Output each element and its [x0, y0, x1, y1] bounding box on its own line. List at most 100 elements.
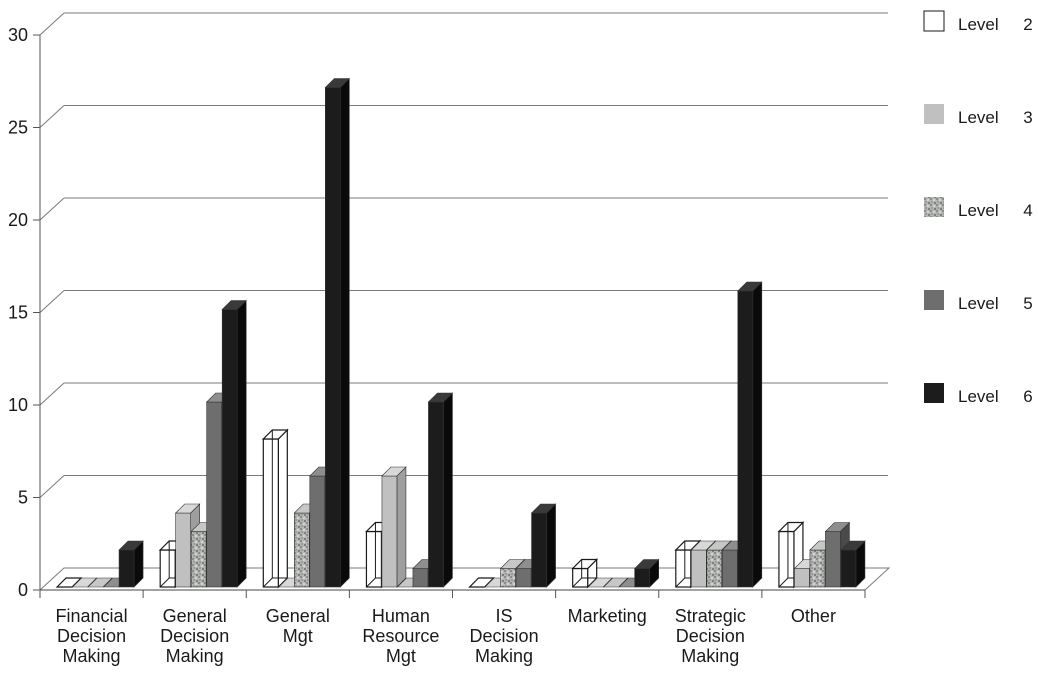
- x-tick-label: General Mgt: [266, 606, 330, 646]
- legend-label-level: 5: [1023, 294, 1032, 313]
- x-tick-label: Marketing: [568, 606, 647, 626]
- y-tick-label: 30: [8, 25, 28, 45]
- gridline-diag: [39, 290, 65, 313]
- bar-side: [277, 428, 288, 589]
- gridline-diag: [39, 382, 65, 406]
- bar-front: [221, 309, 238, 588]
- legend-item: Level 5: [924, 290, 1033, 313]
- bar-front: [675, 549, 692, 588]
- bar-front: [825, 531, 841, 588]
- bar-top: [381, 466, 407, 477]
- bar-side: [236, 299, 247, 588]
- bar-top: [71, 577, 98, 588]
- gridline-diag: [39, 105, 65, 128]
- legend-label: Level: [958, 201, 999, 220]
- bar-top: [55, 577, 83, 588]
- y-tick-label: 15: [8, 303, 28, 323]
- bar-front: [840, 549, 857, 588]
- gridline-diag: [39, 475, 65, 498]
- bar-top: [571, 558, 599, 570]
- legend-label: Level: [958, 108, 999, 127]
- y-tick-label: 10: [8, 395, 28, 415]
- bar-front: [428, 401, 444, 588]
- bar-front: [365, 530, 383, 588]
- bar-front: [262, 438, 279, 588]
- bar-front: [691, 549, 707, 588]
- bar-top: [777, 521, 805, 533]
- bar-front: [206, 401, 222, 588]
- bar-front: [118, 549, 135, 588]
- bar-top: [633, 559, 660, 569]
- bar: [87, 577, 113, 588]
- x-tick-label: Strategic Decision Making: [675, 606, 746, 666]
- bar: [118, 540, 144, 588]
- bar-front: [809, 549, 826, 588]
- bar-side: [752, 281, 763, 588]
- y-tick-label: 5: [18, 488, 28, 508]
- legend-swatch: [924, 197, 944, 217]
- bar-top: [324, 78, 351, 88]
- bar: [633, 558, 660, 588]
- bar: [571, 558, 599, 589]
- bar-top: [737, 281, 763, 292]
- bar: [840, 540, 866, 588]
- bar: [221, 299, 247, 588]
- gridline-diag: [39, 197, 65, 221]
- legend: Level 2 Level 3 Level 4 Level 5 Level 6: [923, 10, 1033, 406]
- bar-front: [634, 568, 650, 588]
- bar: [261, 428, 289, 589]
- bar-top: [174, 503, 201, 514]
- legend-label: Level: [958, 15, 999, 34]
- bar: [324, 77, 351, 588]
- bar-top: [674, 540, 702, 551]
- legend-label: Level: [958, 387, 999, 406]
- legend-item: Level 2: [923, 10, 1033, 34]
- legend-item: Level 4: [924, 197, 1033, 220]
- bar-front: [778, 530, 795, 588]
- bar-top: [706, 540, 732, 551]
- bar-top: [690, 540, 717, 551]
- bar-top: [840, 540, 866, 551]
- bar: [530, 503, 557, 588]
- bar-side: [546, 503, 556, 588]
- y-tick-label: 25: [8, 118, 28, 138]
- bar-front: [500, 568, 516, 588]
- legend-swatch: [923, 10, 945, 32]
- bar-top: [87, 577, 113, 588]
- x-tick-label: Other: [791, 606, 836, 626]
- legend-item: Level 6: [924, 383, 1033, 406]
- bar: [737, 281, 763, 588]
- x-tick-label: Financial Decision Making: [56, 606, 128, 666]
- bar-front: [309, 475, 326, 588]
- gridline-diag: [39, 12, 65, 36]
- legend-swatch: [924, 383, 944, 403]
- x-tick-label: Human Resource Mgt: [362, 606, 439, 666]
- bar-side: [340, 77, 350, 588]
- bar: [587, 577, 613, 588]
- bar-top: [261, 429, 289, 440]
- y-tick-label: 0: [18, 580, 28, 600]
- bar: [71, 577, 98, 588]
- bar: [468, 577, 496, 588]
- bar-front: [175, 512, 191, 588]
- bar-top: [587, 577, 613, 588]
- bar-side: [396, 466, 407, 588]
- bar-top: [499, 559, 526, 569]
- legend-label-level: 3: [1023, 108, 1032, 127]
- bar-front: [294, 512, 310, 588]
- y-tick-label: 20: [8, 210, 28, 230]
- bar-front: [531, 512, 547, 588]
- bar: [427, 392, 454, 588]
- x-tick-label: General Decision Making: [160, 606, 229, 666]
- bar-front: [325, 87, 341, 588]
- bar-front: [794, 568, 810, 588]
- legend-swatch: [924, 104, 944, 124]
- bar-top: [602, 577, 629, 588]
- bar-top: [427, 392, 454, 403]
- bars: [55, 77, 866, 589]
- bar-front: [190, 531, 207, 588]
- bar-front: [412, 568, 429, 588]
- bar-front: [737, 290, 754, 588]
- legend-label-level: 2: [1023, 15, 1032, 34]
- bar-top: [118, 540, 144, 551]
